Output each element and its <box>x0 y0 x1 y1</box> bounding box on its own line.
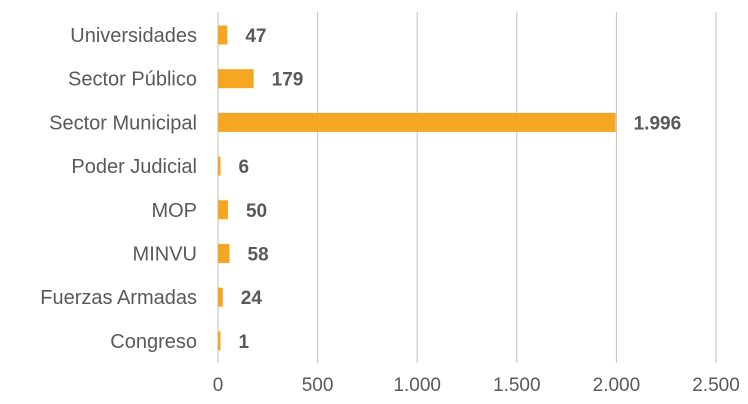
bar-layer <box>218 25 616 351</box>
value-label-4: 50 <box>246 201 267 222</box>
category-label-4: MOP <box>151 200 197 222</box>
category-label-6: Fuerzas Armadas <box>40 287 197 309</box>
bar-7 <box>218 331 221 351</box>
x-tick-label-0: 0 <box>213 375 224 396</box>
value-label-2: 1.996 <box>634 113 682 134</box>
bar-5 <box>218 244 230 263</box>
x-tick-label-2: 1.000 <box>393 375 441 396</box>
x-tick-label-4: 2.000 <box>593 375 641 396</box>
bar-3 <box>218 156 221 176</box>
value-label-1: 179 <box>272 70 304 91</box>
bar-0 <box>218 25 228 45</box>
category-label-1: Sector Público <box>68 69 197 91</box>
category-label-3: Poder Judicial <box>71 156 197 178</box>
category-label-0: Universidades <box>70 25 197 47</box>
x-tick-label-3: 1.500 <box>493 375 541 396</box>
category-label-2: Sector Municipal <box>49 112 197 134</box>
value-label-3: 6 <box>239 157 250 178</box>
category-label-5: MINVU <box>133 244 197 266</box>
x-tick-label-5: 2.500 <box>692 375 740 396</box>
value-label-7: 1 <box>239 332 250 353</box>
value-label-5: 58 <box>248 245 269 266</box>
x-tick-label-1: 500 <box>302 375 334 396</box>
bar-4 <box>218 200 228 220</box>
label-layer: 0 500 1.000 1.500 2.000 2.500 Universidades 47 S… <box>40 25 740 396</box>
bar-1 <box>218 69 254 89</box>
bar-2 <box>218 112 616 132</box>
grid-layer <box>217 12 717 363</box>
category-label-7: Congreso <box>110 331 197 353</box>
bar-6 <box>218 287 223 307</box>
value-label-0: 47 <box>245 26 266 47</box>
value-label-6: 24 <box>241 288 263 309</box>
